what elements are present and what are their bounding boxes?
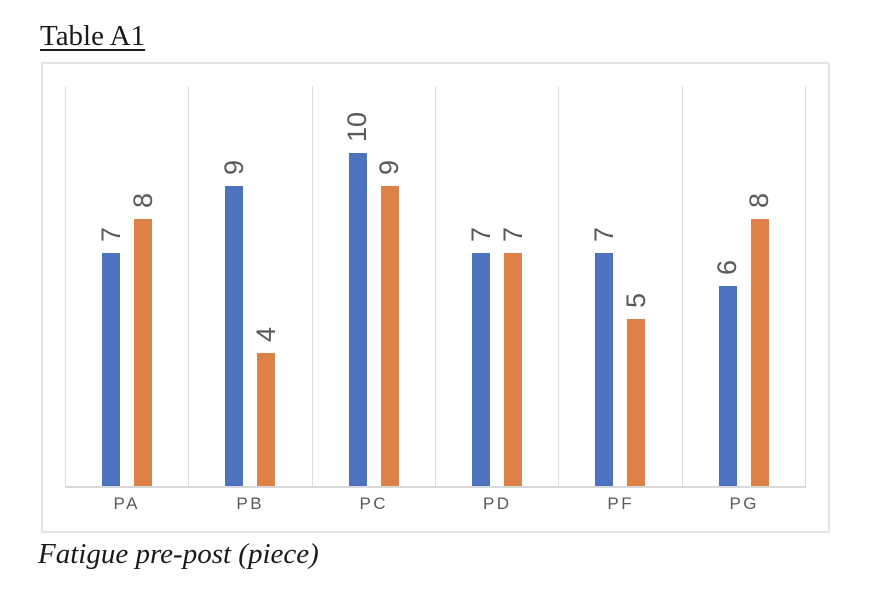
x-axis-label-pf: PF <box>607 494 635 513</box>
plot-area: 7 8 9 4 10 9 7 7 7 5 6 8 <box>65 86 806 488</box>
bar-pre-pa <box>102 253 121 486</box>
bar-post-pd <box>504 253 523 486</box>
bar-group-post: 9 <box>374 86 404 486</box>
bar-value-label: 7 <box>95 226 126 242</box>
x-axis-label-pb: PB <box>236 494 265 513</box>
bar-pre-pc <box>348 153 367 486</box>
bar-value-label: 10 <box>342 111 373 142</box>
bar-group-post: 8 <box>744 86 774 486</box>
bar-group-post: 8 <box>128 86 158 486</box>
x-axis-label-pc: PC <box>359 494 389 513</box>
bar-pre-pg <box>718 286 737 486</box>
bar-pre-pd <box>472 253 491 486</box>
bar-group-pre: 7 <box>96 86 126 486</box>
bar-value-label: 7 <box>465 226 496 242</box>
bar-value-label: 8 <box>127 192 158 208</box>
bar-pre-pb <box>225 186 244 486</box>
bar-post-pb <box>257 353 276 486</box>
bar-post-pc <box>380 186 399 486</box>
chart-title: Table A1 <box>40 20 146 52</box>
bar-pre-pf <box>595 253 614 486</box>
bar-value-label: 4 <box>250 326 281 342</box>
bar-group-post: 5 <box>621 86 651 486</box>
bar-value-label: 7 <box>588 226 619 242</box>
x-axis-label-pg: PG <box>729 494 760 513</box>
x-axis-labels: PA PB PC PD PF PG <box>65 494 806 514</box>
category-slot-pc: 10 9 <box>311 86 435 486</box>
bar-post-pf <box>627 319 646 486</box>
x-axis-label-pd: PD <box>482 494 512 513</box>
bar-value-label: 9 <box>218 159 249 175</box>
bar-group-pre: 7 <box>466 86 496 486</box>
bar-post-pa <box>134 219 153 486</box>
bar-value-label: 6 <box>712 259 743 275</box>
chart-frame: 7 8 9 4 10 9 7 7 7 5 6 8 PA PB PC PD PF PG <box>41 62 830 533</box>
bar-group-pre: 10 <box>342 86 372 486</box>
bar-value-label: 5 <box>620 292 651 308</box>
bar-value-label: 9 <box>374 159 405 175</box>
chart-caption: Fatigue pre-post (piece) <box>38 538 319 570</box>
bar-post-pg <box>750 219 769 486</box>
bar-group-post: 4 <box>251 86 281 486</box>
bar-value-label: 7 <box>497 226 528 242</box>
bar-group-pre: 7 <box>589 86 619 486</box>
bar-group-pre: 9 <box>219 86 249 486</box>
bar-group-post: 7 <box>498 86 528 486</box>
x-axis-label-pa: PA <box>113 494 140 513</box>
bar-value-label: 8 <box>744 192 775 208</box>
bar-group-pre: 6 <box>712 86 742 486</box>
